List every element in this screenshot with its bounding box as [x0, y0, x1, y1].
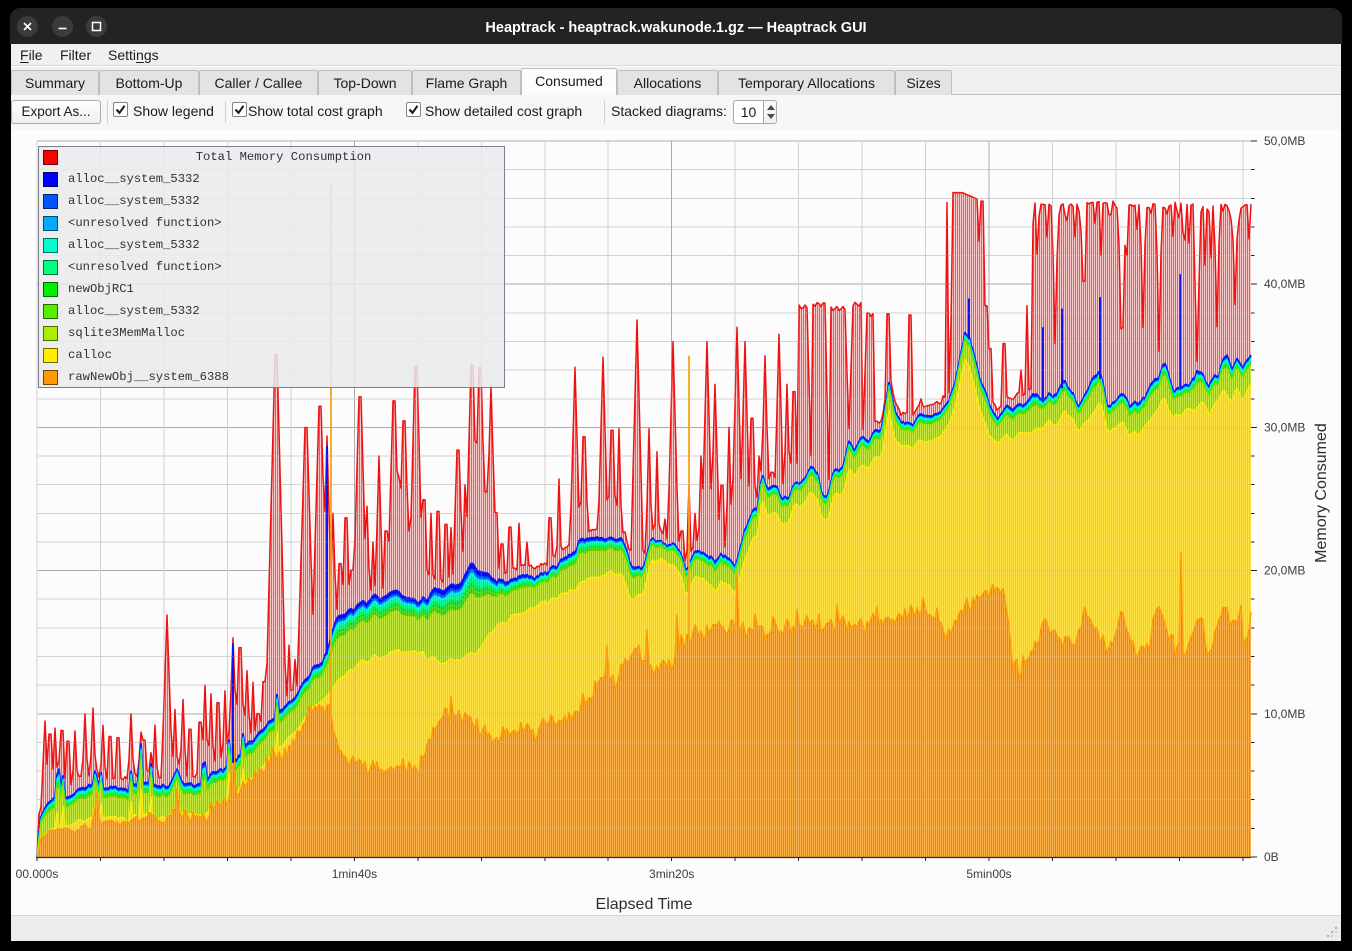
svg-text:5min00s: 5min00s [966, 867, 1011, 881]
svg-text:20,0MB: 20,0MB [1264, 564, 1305, 578]
svg-text:40,0MB: 40,0MB [1264, 277, 1305, 291]
svg-text:Elapsed Time: Elapsed Time [596, 896, 693, 913]
svg-text:50,0MB: 50,0MB [1264, 134, 1305, 148]
svg-text:Memory Consumed: Memory Consumed [1313, 423, 1330, 563]
svg-text:1min40s: 1min40s [332, 867, 377, 881]
svg-text:3min20s: 3min20s [649, 867, 694, 881]
svg-text:00.000s: 00.000s [16, 867, 59, 881]
svg-text:30,0MB: 30,0MB [1264, 420, 1305, 434]
svg-text:10,0MB: 10,0MB [1264, 707, 1305, 721]
svg-text:0B: 0B [1264, 850, 1279, 864]
